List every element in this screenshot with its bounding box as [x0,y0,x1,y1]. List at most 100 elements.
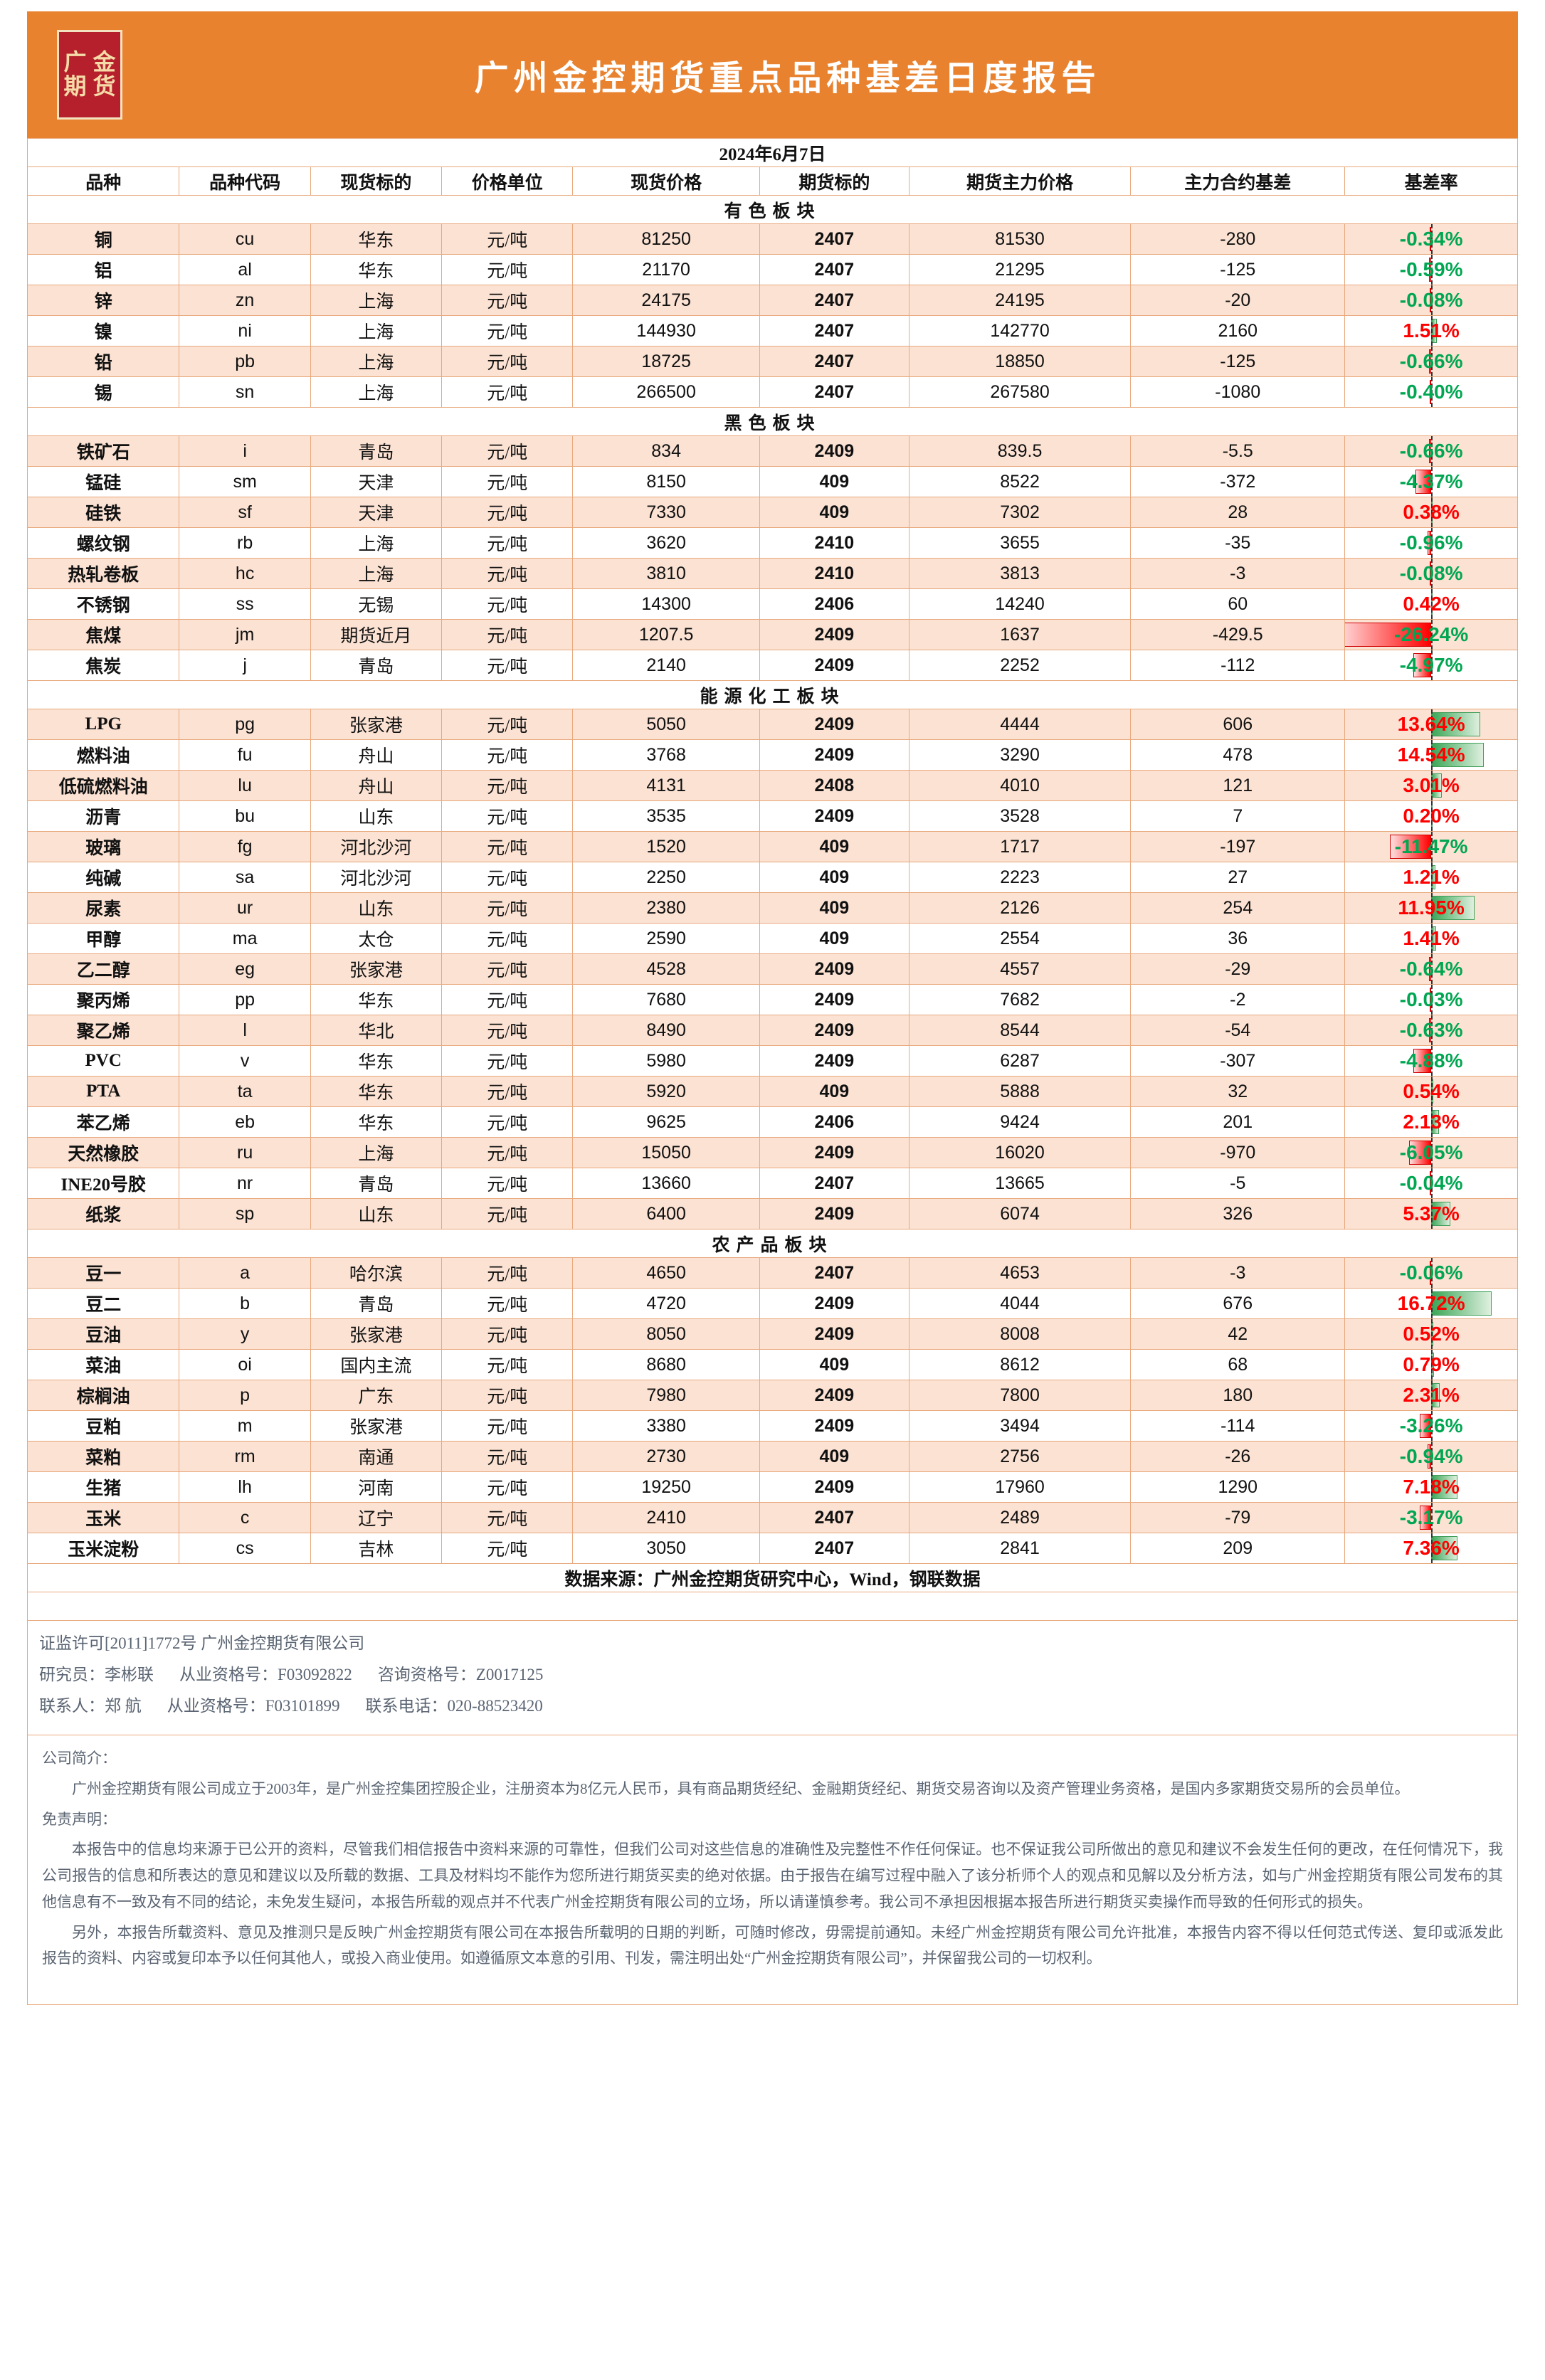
cell-variety-code: fg [179,831,311,862]
researcher-label: 研究员： [39,1666,105,1683]
table-row: 乙二醇 eg 张家港 元/吨 4528 2409 4557 -29 -0.64% [26,953,1518,985]
cell-price-unit: 元/吨 [441,770,574,801]
cell-futures-target: 2409 [759,739,909,771]
cell-basis-rate: -3.17% [1344,1502,1518,1533]
basis-rate-value: -4.37% [1399,470,1463,492]
cell-futures-main-price: 4044 [908,1288,1132,1319]
cell-variety-name: 热轧卷板 [26,558,180,589]
basis-rate-bar-negative [1413,1049,1432,1073]
cell-main-contract-basis: -5.5 [1130,435,1346,467]
cell-main-contract-basis: 180 [1130,1380,1346,1411]
table-row: LPG pg 张家港 元/吨 5050 2409 4444 606 13.64% [26,709,1518,740]
basis-rate-bar-positive [1431,1202,1451,1226]
company-intro-body: 广州金控期货有限公司成立于2003年，是广州金控集团控股企业，注册资本为8亿元人… [72,1779,1410,1797]
cell-spot-target: 河北沙河 [310,831,443,862]
cell-futures-target: 2407 [759,285,909,316]
cell-price-unit: 元/吨 [441,1106,574,1138]
basis-rate-value: -4.88% [1399,1049,1463,1072]
cell-futures-target: 2407 [759,376,909,408]
cell-variety-code: lu [179,770,311,801]
cell-futures-target: 409 [759,923,909,954]
cell-futures-target: 2409 [759,1288,909,1319]
cell-futures-target: 2409 [759,709,909,740]
basis-rate-value: -0.08% [1399,562,1463,584]
col-header-7: 主力合约基差 [1130,166,1346,196]
cell-spot-price: 8150 [572,466,760,497]
cell-futures-main-price: 3655 [908,527,1132,559]
basis-rate-value: -0.34% [1399,228,1463,250]
cell-futures-main-price: 2841 [908,1533,1132,1564]
basis-rate-value: -0.94% [1399,1445,1463,1467]
cell-variety-code: sf [179,497,311,528]
cell-basis-rate: -0.59% [1344,254,1518,285]
cell-futures-main-price: 3528 [908,800,1132,832]
basis-rate-zero-axis [1431,1168,1433,1198]
cell-futures-target: 2407 [759,1533,909,1564]
col-header-6: 期货主力价格 [908,166,1132,196]
cell-spot-price: 15050 [572,1137,760,1168]
cell-variety-code: ru [179,1137,311,1168]
cell-main-contract-basis: 36 [1130,923,1346,954]
cell-variety-code: rm [179,1441,311,1472]
cell-main-contract-basis: 32 [1130,1076,1346,1107]
cell-spot-target: 南通 [310,1441,443,1472]
basis-rate-value: -3.26% [1399,1414,1463,1437]
cell-variety-name: 燃料油 [26,739,180,771]
cell-futures-target: 2407 [759,1502,909,1533]
cell-basis-rate: 0.20% [1344,800,1518,832]
basis-rate-zero-axis [1431,497,1433,527]
researcher-qual: F03092822 [278,1666,352,1683]
cell-price-unit: 元/吨 [441,346,574,377]
cell-spot-price: 2380 [572,892,760,924]
cell-futures-main-price: 1717 [908,831,1132,862]
basis-rate-zero-axis [1431,1411,1433,1441]
phone-label: 联系电话： [365,1697,448,1715]
cell-variety-name: 铝 [26,254,180,285]
report-header-banner: 广 金 期 货 广州金控期货重点品种基差日度报告 [27,11,1518,138]
cell-futures-target: 2406 [759,1106,909,1138]
table-row: 天然橡胶 ru 上海 元/吨 15050 2409 16020 -970 -6.05% [26,1137,1518,1168]
cell-main-contract-basis: -125 [1130,346,1346,377]
cell-spot-price: 3810 [572,558,760,589]
cell-basis-rate: -4.37% [1344,466,1518,497]
cell-spot-price: 834 [572,435,760,467]
cell-futures-target: 2409 [759,1471,909,1503]
cell-variety-code: jm [179,619,311,650]
cell-variety-code: fu [179,739,311,771]
cell-spot-price: 8680 [572,1349,760,1380]
cell-spot-target: 华东 [310,984,443,1015]
cell-futures-main-price: 3494 [908,1410,1132,1442]
cell-main-contract-basis: 326 [1130,1198,1346,1229]
basis-rate-value: -0.59% [1399,258,1463,280]
cell-variety-code: al [179,254,311,285]
cell-futures-main-price: 8522 [908,466,1132,497]
basis-rate-zero-axis [1431,467,1433,497]
basis-rate-value: 1.51% [1403,319,1460,342]
cell-variety-code: zn [179,285,311,316]
cell-price-unit: 元/吨 [441,1533,574,1564]
basis-rate-zero-axis [1431,224,1433,254]
cell-variety-code: oi [179,1349,311,1380]
basis-rate-zero-axis [1431,347,1433,376]
cell-futures-main-price: 2252 [908,650,1132,681]
cell-variety-name: 生猪 [26,1471,180,1503]
cell-price-unit: 元/吨 [441,1380,574,1411]
cell-spot-price: 5920 [572,1076,760,1107]
cell-spot-target: 张家港 [310,1318,443,1350]
basis-rate-value: -0.64% [1399,958,1463,980]
section-title: 农产品板块 [27,1229,1518,1258]
cell-main-contract-basis: 2160 [1130,315,1346,347]
basis-rate-bar-negative [1428,957,1432,981]
cell-basis-rate: 3.01% [1344,770,1518,801]
cell-price-unit: 元/吨 [441,709,574,740]
cell-spot-target: 华东 [310,223,443,255]
cell-spot-price: 144930 [572,315,760,347]
table-row: 燃料油 fu 舟山 元/吨 3768 2409 3290 478 14.54% [26,739,1518,771]
basis-rate-zero-axis [1431,893,1433,923]
cell-main-contract-basis: 28 [1130,497,1346,528]
basis-rate-zero-axis [1431,801,1433,831]
cell-variety-name: LPG [26,709,180,740]
cell-futures-target: 2407 [759,254,909,285]
basis-rate-bar-positive [1431,896,1475,920]
